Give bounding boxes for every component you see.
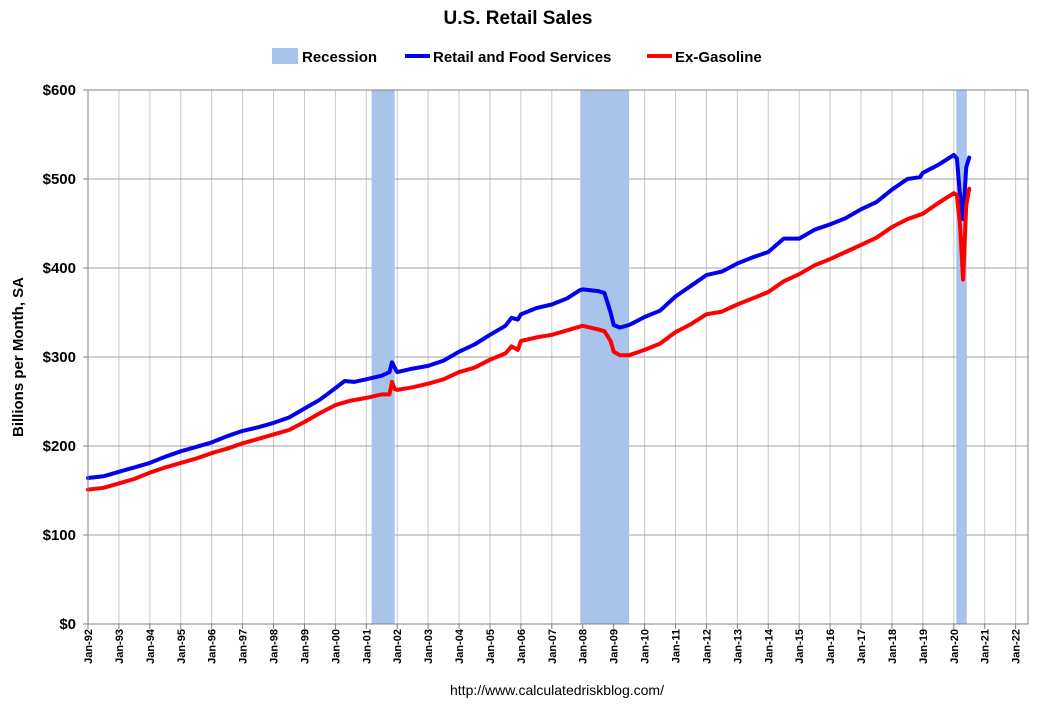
x-tick-label: Jan-94 bbox=[145, 628, 157, 664]
x-tick-label: Jan-21 bbox=[980, 629, 992, 664]
x-tick-label: Jan-20 bbox=[949, 629, 961, 664]
x-tick-label: Jan-06 bbox=[516, 629, 528, 664]
recession-band bbox=[371, 90, 395, 624]
x-tick-label: Jan-08 bbox=[578, 629, 590, 664]
x-tick-label: Jan-18 bbox=[887, 629, 899, 664]
x-tick-label: Jan-01 bbox=[361, 629, 373, 664]
x-tick-label: Jan-15 bbox=[794, 629, 806, 664]
x-tick-label: Jan-93 bbox=[114, 629, 126, 664]
y-tick-label: $200 bbox=[43, 438, 76, 455]
x-tick-label: Jan-03 bbox=[423, 629, 435, 664]
x-tick-label: Jan-05 bbox=[485, 629, 497, 664]
gridlines bbox=[88, 90, 1028, 624]
x-tick-label: Jan-00 bbox=[330, 629, 342, 664]
x-tick-label: Jan-92 bbox=[83, 629, 95, 664]
legend-swatch-recession bbox=[272, 48, 298, 64]
x-tick-label: Jan-07 bbox=[547, 629, 559, 664]
x-tick-label: Jan-09 bbox=[609, 629, 621, 664]
x-tick-label: Jan-10 bbox=[640, 629, 652, 664]
y-axis-label: Billions per Month, SA bbox=[10, 277, 27, 437]
x-tick-label: Jan-14 bbox=[763, 628, 775, 664]
recession-band bbox=[956, 90, 967, 624]
x-tick-label: Jan-96 bbox=[207, 629, 219, 664]
y-tick-label: $400 bbox=[43, 260, 76, 277]
legend-label-retail: Retail and Food Services bbox=[433, 49, 611, 66]
x-tick-label: Jan-97 bbox=[238, 629, 250, 664]
x-tick-label: Jan-11 bbox=[671, 629, 683, 663]
series-line-ex-gasoline bbox=[86, 186, 972, 492]
y-tick-label: $500 bbox=[43, 171, 76, 188]
y-tick-label: $0 bbox=[59, 616, 76, 633]
legend-label-recession: Recession bbox=[302, 49, 377, 66]
legend-label-ex-gasoline: Ex-Gasoline bbox=[675, 49, 762, 66]
x-tick-label: Jan-04 bbox=[454, 628, 466, 664]
source-url: http://www.calculatedriskblog.com/ bbox=[450, 682, 664, 698]
x-tick-label: Jan-02 bbox=[392, 629, 404, 664]
legend: Recession Retail and Food Services Ex-Ga… bbox=[272, 48, 762, 66]
x-tick-label: Jan-17 bbox=[856, 629, 868, 664]
chart-title: U.S. Retail Sales bbox=[444, 8, 593, 29]
x-axis-ticks: Jan-92 Jan-93 Jan-94 Jan-95 Jan-96 Jan-97 Jan-… bbox=[83, 624, 1023, 664]
y-tick-label: $600 bbox=[43, 82, 76, 99]
y-tick-label: $100 bbox=[43, 527, 76, 544]
x-tick-label: Jan-16 bbox=[825, 629, 837, 664]
series-lines bbox=[86, 153, 972, 492]
y-axis-ticks: $0 $100 $200 $300 $400 $500 $600 bbox=[43, 82, 88, 633]
series-line-retail-and-food-services bbox=[86, 153, 972, 480]
x-tick-label: Jan-12 bbox=[701, 629, 713, 664]
x-tick-label: Jan-19 bbox=[918, 629, 930, 664]
x-tick-label: Jan-13 bbox=[732, 629, 744, 664]
x-tick-label: Jan-98 bbox=[269, 629, 281, 664]
y-tick-label: $300 bbox=[43, 349, 76, 366]
x-tick-label: Jan-95 bbox=[176, 629, 188, 664]
x-tick-label: Jan-22 bbox=[1011, 629, 1023, 664]
x-tick-label: Jan-99 bbox=[299, 629, 311, 664]
